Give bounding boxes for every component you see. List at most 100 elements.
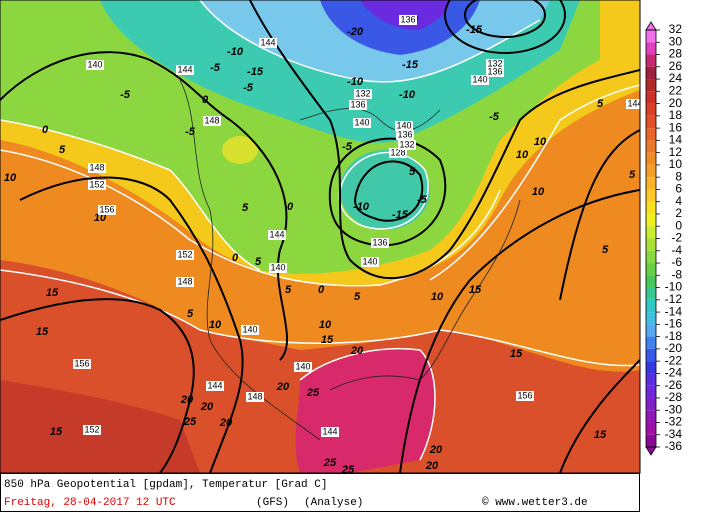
colorbar-segment <box>646 42 656 55</box>
height-label: 140 <box>396 120 411 130</box>
temperature-label: 5 <box>285 284 292 296</box>
colorbar-segment <box>646 385 656 398</box>
colorbar-top-arrow <box>645 21 657 31</box>
temperature-label: 5 <box>187 308 194 320</box>
temperature-label: 5 <box>409 166 416 178</box>
colorbar-tick-label: 6 <box>675 182 682 196</box>
height-label-box <box>203 116 221 126</box>
colorbar-segment <box>646 164 656 178</box>
colorbar-segment <box>646 189 656 202</box>
height-label: 144 <box>322 426 337 436</box>
height-label: 144 <box>207 380 222 390</box>
height-label: 144 <box>260 37 275 47</box>
colorbar-segment <box>646 201 656 214</box>
colorbar-segment <box>646 410 656 423</box>
colorbar-segment <box>646 275 656 288</box>
height-label-box <box>389 148 407 158</box>
colorbar-tick-label: 26 <box>669 59 683 73</box>
colorbar-segment <box>646 348 656 362</box>
temperature-label: 5 <box>602 244 609 256</box>
colorbar-segment <box>646 238 656 251</box>
colorbar-tick-label: -34 <box>665 427 683 441</box>
colorbar-tick-label: -30 <box>665 402 683 416</box>
height-label-box <box>395 121 413 131</box>
colorbar-segment <box>646 152 656 165</box>
temperature-label: -15 <box>466 24 483 36</box>
temperature-label: 10 <box>532 186 545 198</box>
colorbar-tick-label: 2 <box>675 206 682 220</box>
height-label-box <box>269 263 287 273</box>
colorbar-segment <box>646 434 656 447</box>
temperature-label: 15 <box>36 326 49 338</box>
height-label: 140 <box>362 256 377 266</box>
colorbar: 32302826242220181614121086420-2-4-6-8-10… <box>645 21 683 456</box>
colorbar-tick-label: 8 <box>675 169 682 183</box>
temperature-label: 5 <box>242 202 249 214</box>
height-label: 140 <box>87 59 102 69</box>
height-label: 144 <box>627 98 642 108</box>
footer-description: 850 hPa Geopotential [gpdam], Temperatur… <box>4 479 327 491</box>
temperature-label: -10 <box>399 89 416 101</box>
height-label: 140 <box>472 74 487 84</box>
height-label: 140 <box>270 262 285 272</box>
colorbar-tick-label: -20 <box>665 341 683 355</box>
colorbar-segment <box>646 324 656 337</box>
temperature-label: 0 <box>287 201 294 213</box>
height-label: 132 <box>355 88 370 98</box>
height-label: 148 <box>89 162 104 172</box>
temperature-label: 10 <box>534 136 547 148</box>
temperature-label: 15 <box>46 287 59 299</box>
temperature-label: -5 <box>489 111 500 123</box>
colorbar-tick-label: 30 <box>669 34 683 48</box>
height-label-box <box>626 99 640 109</box>
height-label: 144 <box>177 64 192 74</box>
height-label: 136 <box>350 99 365 109</box>
height-label-box <box>176 250 194 260</box>
height-label: 136 <box>400 14 415 24</box>
height-label-box <box>73 359 91 369</box>
height-label-box <box>354 89 372 99</box>
height-label-box <box>516 391 534 401</box>
height-label-box <box>259 38 277 48</box>
colorbar-segment <box>646 422 656 435</box>
temperature-label: 10 <box>319 319 332 331</box>
mild-patch <box>222 136 258 164</box>
colorbar-tick-label: -2 <box>671 231 682 245</box>
footer-run: (Analyse) <box>304 497 363 509</box>
height-label: 156 <box>517 390 532 400</box>
temperature-label: 20 <box>429 444 443 456</box>
temperature-label: 25 <box>341 464 355 476</box>
colorbar-tick-label: -24 <box>665 366 683 380</box>
temperature-label: 15 <box>510 348 523 360</box>
colorbar-tick-label: -14 <box>665 304 683 318</box>
temperature-label: -5 <box>210 62 221 74</box>
colorbar-segment <box>646 397 656 411</box>
colorbar-segment <box>646 361 656 374</box>
colorbar-tick-label: -32 <box>665 415 683 429</box>
temperature-label: 5 <box>597 98 604 110</box>
colorbar-segment <box>646 287 656 300</box>
temperature-label: 10 <box>431 291 444 303</box>
height-label-box <box>206 381 224 391</box>
colorbar-tick-label: 20 <box>669 96 683 110</box>
colorbar-segment <box>646 79 656 92</box>
height-label-box <box>88 180 106 190</box>
temperature-label: 0 <box>202 94 209 106</box>
temperature-label: 5 <box>629 169 636 181</box>
height-label: 140 <box>295 361 310 371</box>
temperature-label: 0 <box>318 284 325 296</box>
colorbar-segment <box>646 66 656 80</box>
height-label-box <box>471 75 489 85</box>
height-label-box <box>83 425 101 435</box>
isotherms <box>0 0 640 461</box>
footer-box <box>0 473 640 512</box>
temperature-label: 15 <box>321 334 334 346</box>
height-label: 156 <box>74 358 89 368</box>
height-label: 136 <box>487 66 502 76</box>
temperature-label: -5 <box>417 194 428 206</box>
height-label-box <box>396 130 414 140</box>
colorbar-segment <box>646 263 656 276</box>
height-label-box <box>88 163 106 173</box>
height-label-box <box>294 362 312 372</box>
